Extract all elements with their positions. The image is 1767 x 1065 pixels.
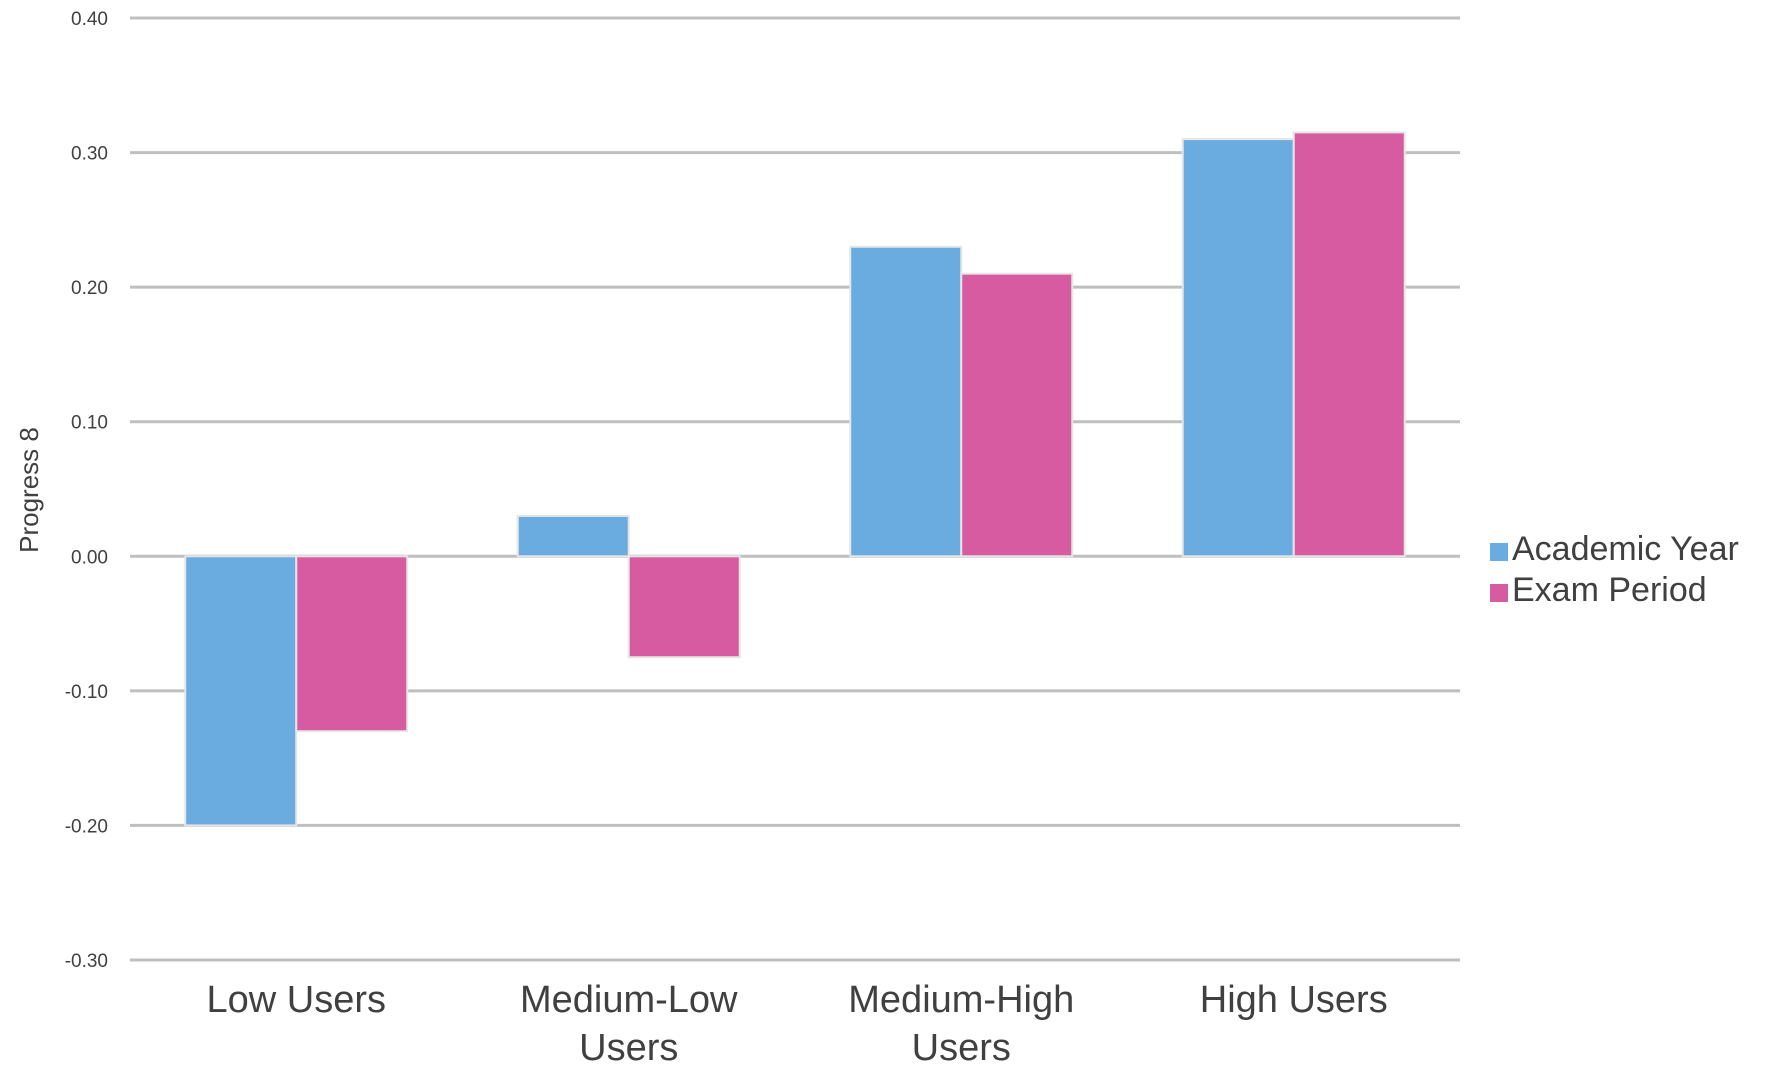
x-axis-categories: Low Users Medium-Low Users Medium-High Users… — [207, 979, 1388, 1065]
y-axis-title: Progress 8 — [14, 427, 44, 553]
bar-exam-period — [1292, 131, 1406, 558]
y-axis-ticks: 0.40 0.30 0.20 0.10 0.00 -0.10 -0.20 -0.30 — [65, 9, 108, 972]
bar-academic-year — [1181, 138, 1295, 558]
legend-swatch — [1490, 584, 1508, 602]
y-tick-label: 0.00 — [71, 547, 108, 568]
y-tick-label: 0.30 — [71, 144, 108, 165]
x-category-label: Low Users — [207, 979, 387, 1021]
bar-academic-year — [516, 514, 630, 558]
y-tick-label: -0.20 — [65, 816, 108, 837]
bar-academic-year — [184, 555, 298, 827]
bar-exam-period — [627, 555, 741, 659]
bar-exam-period — [295, 555, 409, 733]
y-tick-label: 0.10 — [71, 413, 108, 434]
y-tick-label: -0.10 — [65, 682, 108, 703]
legend-label: Exam Period — [1512, 571, 1707, 609]
bars — [184, 131, 1406, 827]
y-tick-label: -0.30 — [65, 951, 108, 972]
legend-label: Academic Year — [1512, 530, 1739, 568]
x-category-label: Users — [912, 1027, 1011, 1065]
legend-swatch — [1490, 543, 1508, 561]
x-category-label: Medium-Low — [520, 979, 738, 1021]
y-tick-label: 0.20 — [71, 278, 108, 299]
x-category-label: High Users — [1200, 979, 1388, 1021]
bar-exam-period — [960, 272, 1074, 558]
bar-academic-year — [849, 245, 963, 558]
x-category-label: Users — [579, 1027, 678, 1065]
x-category-label: Medium-High — [848, 979, 1074, 1021]
y-tick-label: 0.40 — [71, 9, 108, 30]
